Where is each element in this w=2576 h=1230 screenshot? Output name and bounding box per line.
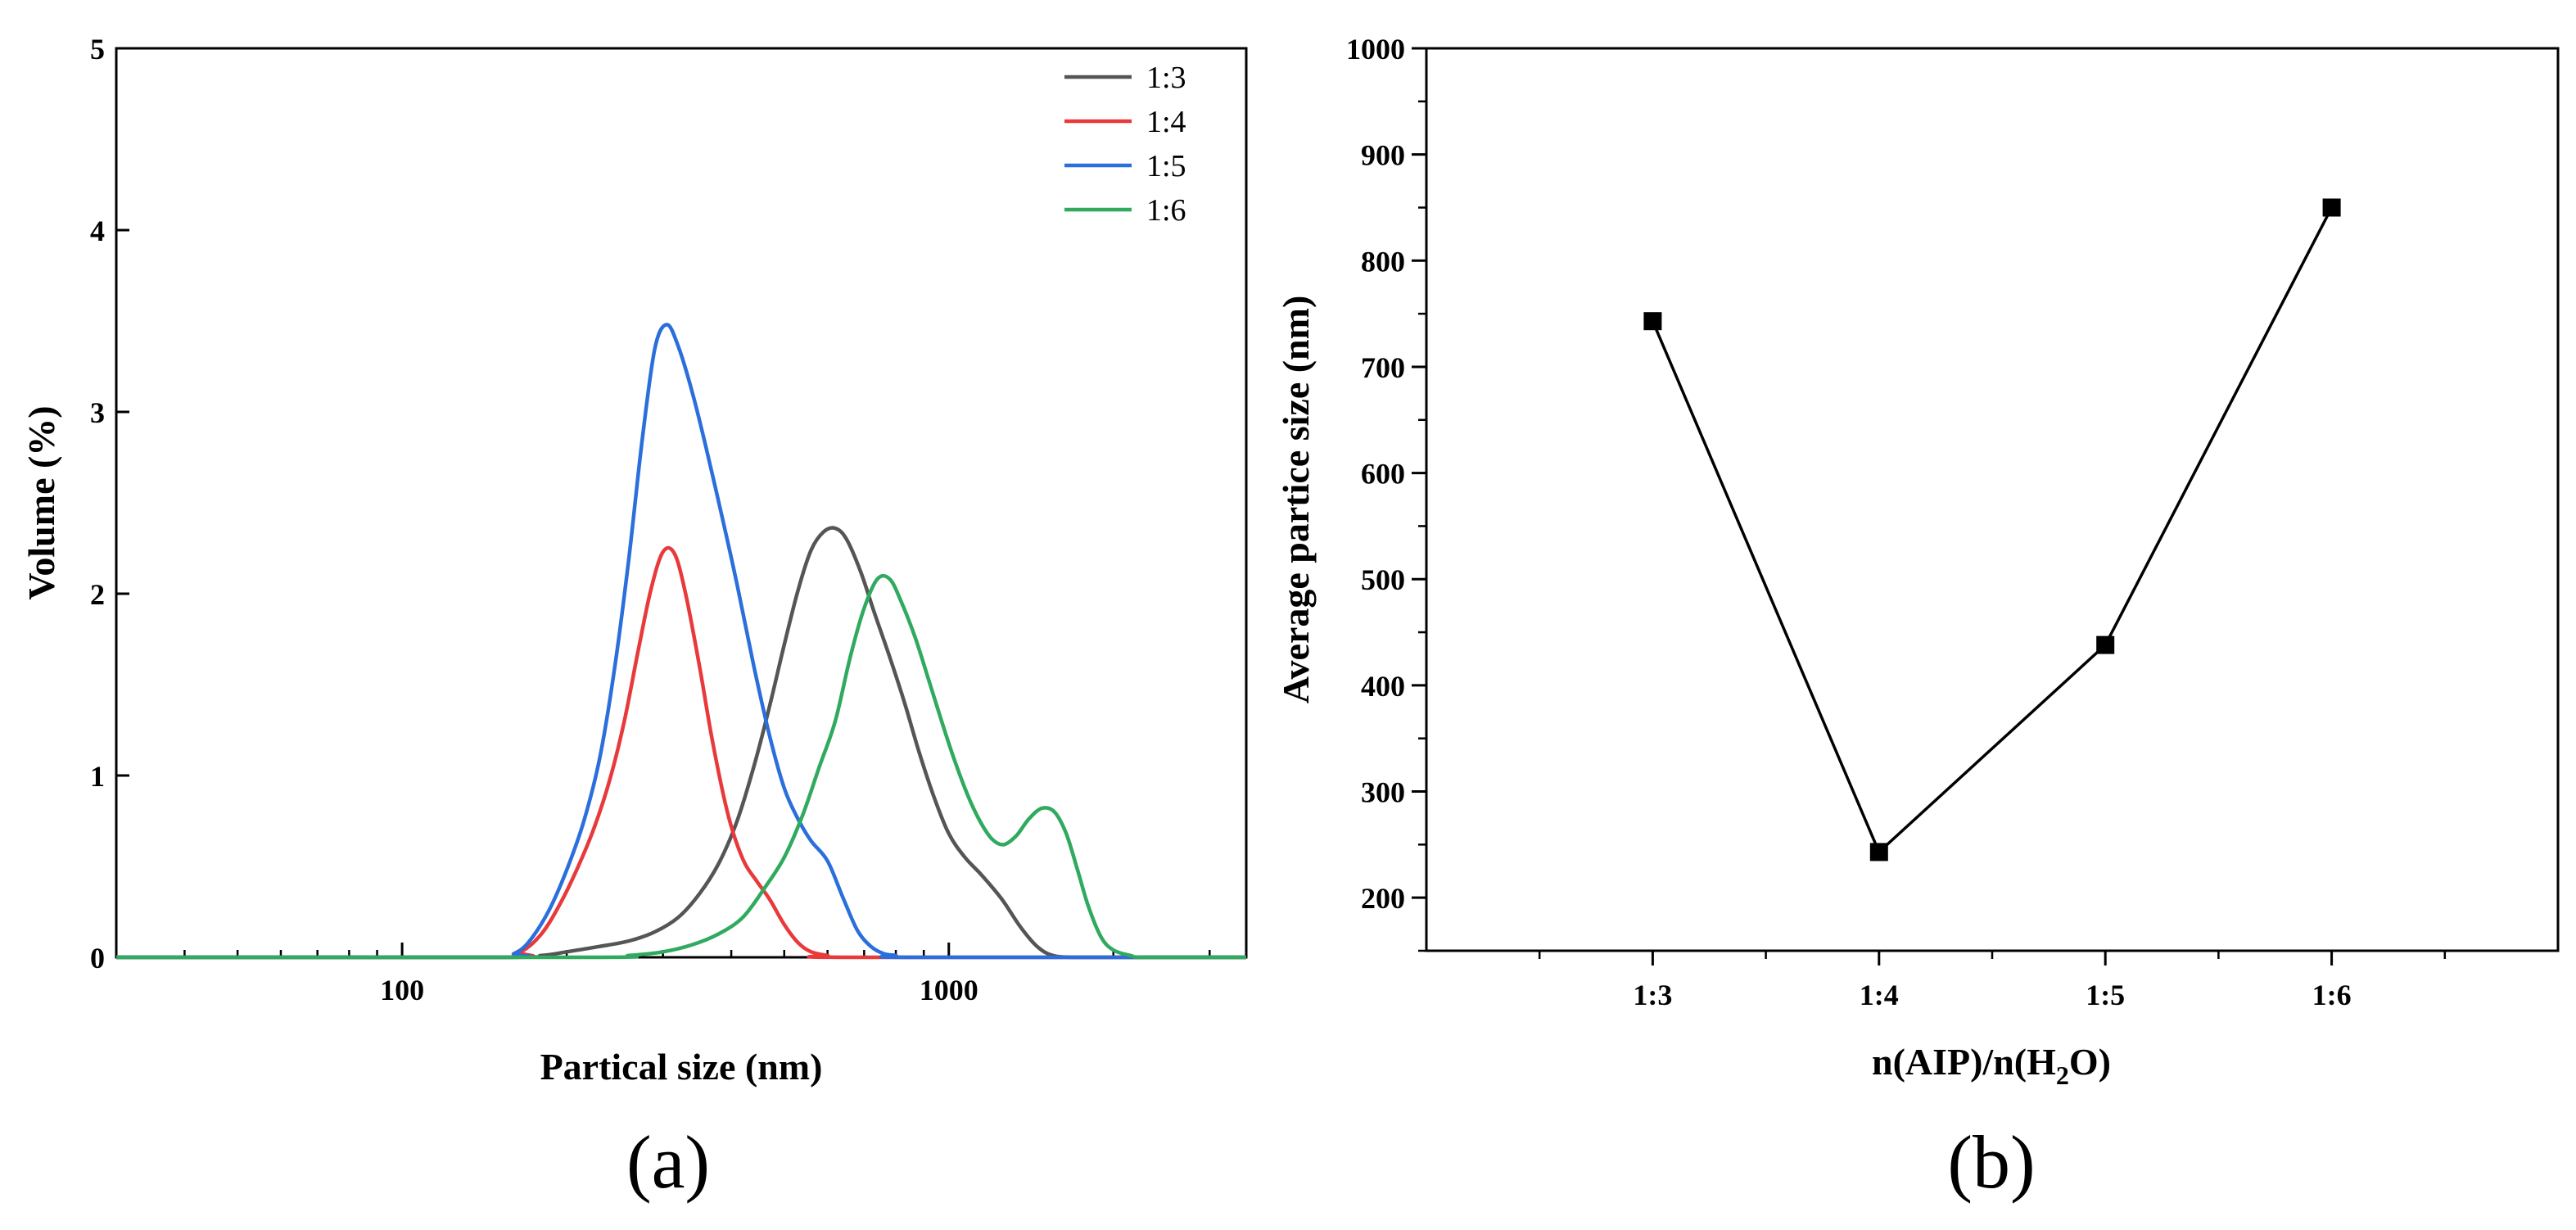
chart-a-y-tick-label: 0 (90, 942, 105, 975)
chart-b-y-axis: 200 300 400 500 600 700 800 900 1000 (1346, 33, 1426, 952)
series-line-1-5 (115, 323, 1246, 960)
chart-a-x-axis: 100 1000 (115, 943, 1211, 1006)
average-size-line (1651, 206, 2334, 855)
chart-b-y-tick-label: 700 (1361, 351, 1405, 384)
chart-a-frame (115, 47, 1248, 959)
legend-entry: 1:6 (1146, 193, 1186, 228)
chart-b-y-tick-label: 300 (1361, 776, 1405, 809)
legend-entry: 1:4 (1146, 105, 1186, 139)
chart-b-x-tick-label: 1:3 (1633, 979, 1672, 1011)
chart-b-panel-label: (b) (1947, 1120, 2035, 1204)
chart-a-panel-label: (a) (626, 1120, 710, 1204)
chart-a-y-tick-label: 2 (90, 578, 105, 611)
chart-a-x-tick-label: 100 (380, 974, 424, 1006)
data-point-1-3 (1643, 312, 1662, 331)
chart-a-legend: 1:3 1:4 1:5 1:6 (1064, 61, 1186, 228)
chart-a-x-axis-title: Partical size (nm) (540, 1046, 823, 1088)
chart-b-y-tick-label: 900 (1361, 139, 1405, 172)
chart-b-x-tick-label: 1:4 (1860, 979, 1899, 1011)
chart-b-frame (1425, 47, 2560, 952)
chart-a-y-tick-label: 3 (90, 396, 105, 429)
data-point-1-5 (2096, 635, 2115, 654)
chart-b-y-tick-label: 800 (1361, 245, 1405, 278)
chart-a-y-axis-title: Volume (%) (20, 405, 62, 599)
chart-b-x-axis: 1:3 1:4 1:5 1:6 (1538, 951, 2447, 1011)
data-point-1-4 (1869, 843, 1888, 861)
chart-a-y-tick-label: 1 (90, 760, 105, 793)
series-line-1-3 (115, 526, 1246, 960)
legend-entry: 1:3 (1146, 61, 1186, 95)
series-line-1-6 (115, 573, 1246, 960)
chart-a-x-tick-label: 1000 (920, 974, 978, 1006)
chart-b-y-tick-label: 600 (1361, 458, 1405, 491)
chart-a-y-tick-label: 4 (90, 215, 105, 247)
chart-b-y-tick-label: 500 (1361, 563, 1405, 596)
chart-a-y-axis: 0 1 2 3 4 5 (90, 33, 129, 975)
chart-b-y-tick-label: 200 (1361, 882, 1405, 915)
chart-b-series (1643, 198, 2341, 861)
chart-b-y-axis-title: Average partice size (nm) (1275, 296, 1317, 704)
chart-a: 0 1 2 3 4 5 100 1000 1:3 1:4 1:5 1:6 Partical siz… (20, 33, 1248, 1204)
series-line-1-4 (115, 545, 1246, 960)
chart-b-x-axis-title: n(AIP)/n(H2O) (1872, 1041, 2111, 1090)
chart-b-y-tick-label: 400 (1361, 670, 1405, 703)
chart-a-series (115, 323, 1246, 960)
chart-b-y-tick-label: 1000 (1346, 33, 1405, 66)
chart-b-x-tick-label: 1:6 (2312, 979, 2352, 1011)
chart-a-y-tick-label: 5 (90, 33, 105, 66)
chart-b-x-tick-label: 1:5 (2086, 979, 2125, 1011)
legend-entry: 1:5 (1146, 149, 1186, 183)
data-point-1-6 (2322, 198, 2341, 217)
